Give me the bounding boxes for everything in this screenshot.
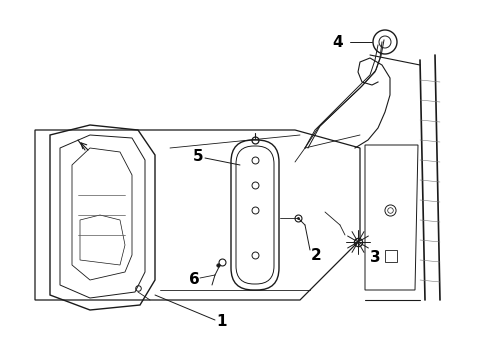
Text: 1: 1: [217, 315, 227, 329]
Text: 4: 4: [333, 35, 343, 50]
Text: 2: 2: [311, 248, 321, 262]
Text: 5: 5: [193, 149, 203, 163]
Text: 6: 6: [189, 273, 199, 288]
Text: 3: 3: [369, 251, 380, 266]
